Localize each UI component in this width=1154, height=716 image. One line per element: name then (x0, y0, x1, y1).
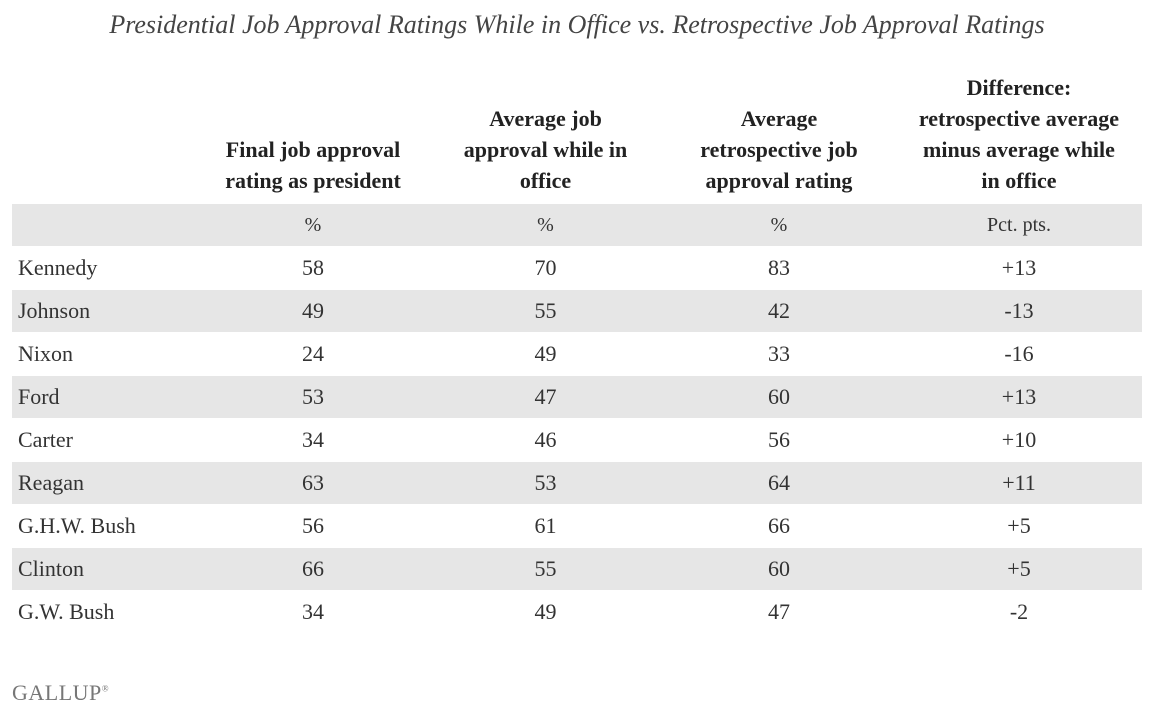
president-name: Ford (12, 375, 197, 419)
cell: 46 (429, 418, 662, 462)
cell: -13 (896, 289, 1142, 333)
cell: 55 (429, 547, 662, 591)
cell: 61 (429, 504, 662, 548)
cell: +13 (896, 375, 1142, 419)
cell: 49 (197, 289, 429, 333)
cell: 83 (662, 246, 896, 290)
cell: +5 (896, 547, 1142, 591)
cell: -2 (896, 590, 1142, 634)
cell: 60 (662, 375, 896, 419)
cell: 34 (197, 418, 429, 462)
row: Nixon 24 49 33 -16 (12, 332, 1142, 376)
cell (12, 204, 197, 247)
cell: 66 (197, 547, 429, 591)
cell: +13 (896, 246, 1142, 290)
logo-mark: ® (101, 683, 110, 694)
row: G.H.W. Bush 56 61 66 +5 (12, 504, 1142, 548)
president-name: G.H.W. Bush (12, 504, 197, 548)
president-name: Clinton (12, 547, 197, 591)
row: Reagan 63 53 64 +11 (12, 461, 1142, 505)
unit-cell: % (197, 204, 429, 247)
row: Johnson 49 55 42 -13 (12, 289, 1142, 333)
cell: 33 (662, 332, 896, 376)
cell: 55 (429, 289, 662, 333)
row: Kennedy 58 70 83 +13 (12, 246, 1142, 290)
president-name: Carter (12, 418, 197, 462)
title: Presidential Job Approval Ratings While … (109, 10, 1045, 39)
president-name: Reagan (12, 461, 197, 505)
cell: 53 (197, 375, 429, 419)
row: Clinton 66 55 60 +5 (12, 547, 1142, 591)
cell: 63 (197, 461, 429, 505)
header-row: Final job approval rating as president Av… (12, 72, 1142, 204)
cell: 47 (662, 590, 896, 634)
row: Carter 34 46 56 +10 (12, 418, 1142, 462)
cell: 58 (197, 246, 429, 290)
cell: 47 (429, 375, 662, 419)
header-cell (12, 72, 197, 204)
cell: 42 (662, 289, 896, 333)
cell: 70 (429, 246, 662, 290)
president-name: Kennedy (12, 246, 197, 290)
header-cell: Final job approval rating as president (225, 137, 401, 193)
cell: 64 (662, 461, 896, 505)
president-name: G.W. Bush (12, 590, 197, 634)
president-name: Nixon (12, 332, 197, 376)
cell: +11 (896, 461, 1142, 505)
cell: 49 (429, 590, 662, 634)
logo-text: GALLUP (12, 680, 102, 705)
unit-cell: Pct. pts. (896, 204, 1142, 247)
cell: -16 (896, 332, 1142, 376)
table: Final job approval rating as president Av… (12, 72, 1142, 634)
cell: 56 (662, 418, 896, 462)
header-cell: Difference: retrospective average minus … (918, 75, 1120, 193)
header-cell: Average job approval while in office (463, 106, 628, 193)
cell: 53 (429, 461, 662, 505)
cell: 24 (197, 332, 429, 376)
units-row: %%% Pct. pts. (12, 204, 1142, 247)
cell: 56 (197, 504, 429, 548)
logo: GALLUP® (12, 680, 109, 706)
cell: +5 (896, 504, 1142, 548)
header-cell: Average retrospective job approval ratin… (700, 106, 858, 193)
cell: +10 (896, 418, 1142, 462)
row: Ford 53 47 60 +13 (12, 375, 1142, 419)
cell: 60 (662, 547, 896, 591)
cell: 49 (429, 332, 662, 376)
unit-cell: % (429, 204, 662, 247)
cell: 66 (662, 504, 896, 548)
row: G.W. Bush 34 49 47 -2 (12, 590, 1142, 634)
unit-cell: % (662, 204, 896, 247)
cell: 34 (197, 590, 429, 634)
president-name: Johnson (12, 289, 197, 333)
